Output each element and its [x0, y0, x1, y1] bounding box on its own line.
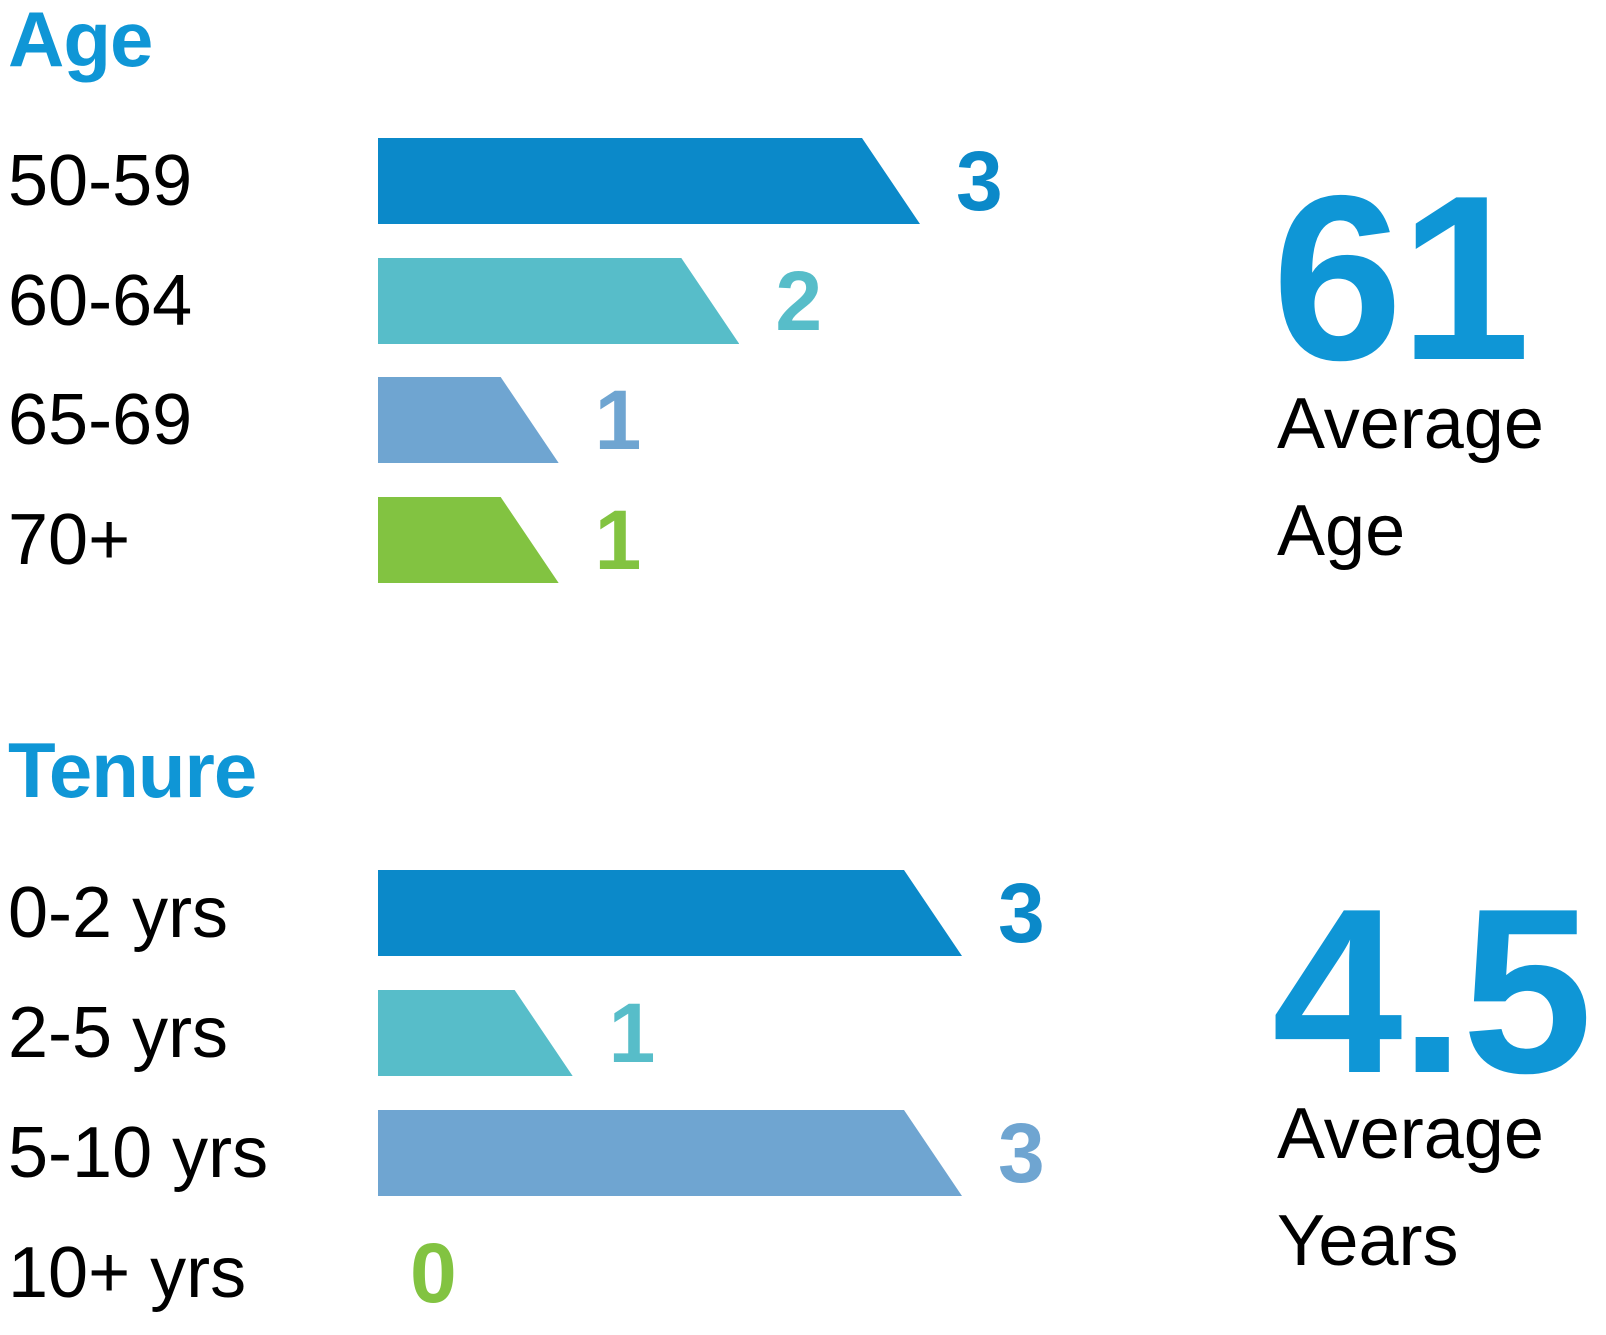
- average-age-stat-number: 61: [1272, 146, 1530, 409]
- bar-row: 5-10 yrs 3: [0, 1110, 1606, 1196]
- value-label: 3: [956, 134, 1003, 228]
- category-label: 2-5 yrs: [8, 993, 229, 1073]
- age-chart-title: Age: [8, 0, 153, 83]
- bar-row: 65-69 1: [0, 377, 1606, 463]
- category-label: 0-2 yrs: [8, 873, 229, 953]
- bar: [378, 497, 559, 583]
- average-years-stat-number: 4.5: [1272, 859, 1593, 1122]
- bar: [378, 258, 739, 344]
- category-label: 60-64: [8, 261, 193, 341]
- value-label: 1: [594, 373, 642, 467]
- category-label: 65-69: [8, 380, 193, 460]
- value-label: 2: [775, 254, 823, 348]
- category-label: 70+: [8, 500, 131, 580]
- value-label: 0: [410, 1226, 457, 1320]
- category-label: 5-10 yrs: [8, 1113, 269, 1193]
- average-years-stat-caption: Average Years: [1277, 1081, 1544, 1295]
- stat-caption-line: Average: [1277, 384, 1544, 464]
- bar-row: 2-5 yrs 1: [0, 990, 1606, 1076]
- bar-row: 60-64 2: [0, 258, 1606, 344]
- bar: [378, 138, 920, 224]
- value-label: 1: [594, 493, 642, 587]
- stat-caption-line: Average: [1277, 1094, 1544, 1174]
- bar: [378, 990, 573, 1076]
- stat-caption-line: Years: [1277, 1201, 1459, 1281]
- bar: [378, 377, 559, 463]
- stat-caption-line: Age: [1277, 491, 1406, 571]
- value-label: 3: [998, 1106, 1045, 1200]
- value-label: 1: [608, 986, 656, 1080]
- bar-row: 70+ 1: [0, 497, 1606, 583]
- bar-row: 10+ yrs 0: [0, 1230, 1606, 1316]
- category-label: 50-59: [8, 141, 193, 221]
- category-label: 10+ yrs: [8, 1233, 247, 1313]
- bar-row: 50-59 3: [0, 138, 1606, 224]
- average-age-stat-caption: Average Age: [1277, 371, 1544, 585]
- bar-row: 0-2 yrs 3: [0, 870, 1606, 956]
- value-label: 3: [998, 866, 1045, 960]
- tenure-chart-title: Tenure: [8, 726, 257, 814]
- bar: [378, 870, 962, 956]
- bar: [378, 1110, 962, 1196]
